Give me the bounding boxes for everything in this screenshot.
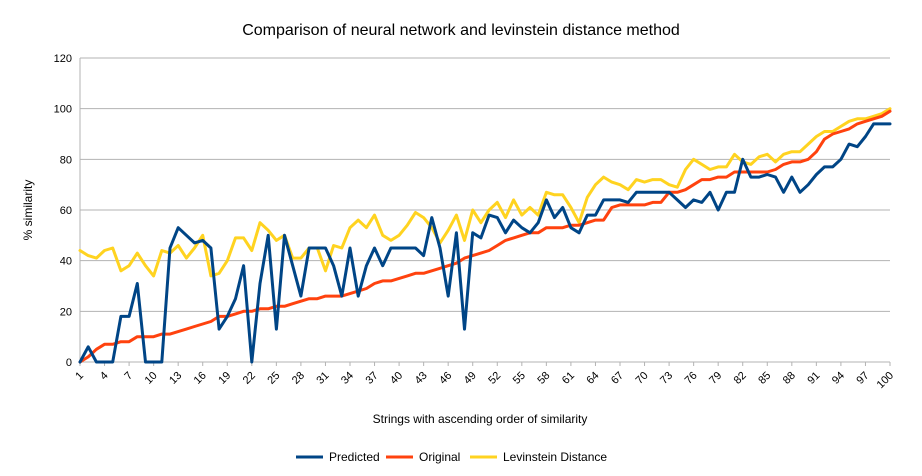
chart-title: Comparison of neural network and levinst… <box>242 22 680 39</box>
x-tick-label: 10 <box>143 370 160 387</box>
y-tick-label: 60 <box>60 205 72 217</box>
x-tick-label: 79 <box>707 370 724 387</box>
x-tick-label: 67 <box>609 370 626 387</box>
x-tick-label: 76 <box>683 370 700 387</box>
x-tick-label: 61 <box>560 370 577 387</box>
x-tick-label: 43 <box>413 370 430 387</box>
x-tick-label: 7 <box>122 370 135 383</box>
x-tick-label: 64 <box>584 370 601 387</box>
x-tick-label: 88 <box>781 370 798 387</box>
legend: Predicted Original Levinstein Distance <box>296 450 607 464</box>
x-tick-label: 13 <box>167 370 184 387</box>
x-tick-label: 1 <box>73 370 86 383</box>
x-tick-label: 52 <box>486 370 503 387</box>
x-tick-label: 25 <box>265 370 282 387</box>
x-tick-label: 22 <box>241 370 258 387</box>
y-tick-label: 40 <box>60 256 72 268</box>
x-tick-label: 37 <box>364 370 381 387</box>
x-tick-label: 4 <box>98 370 111 383</box>
x-tick-label: 40 <box>388 370 405 387</box>
x-tick-label: 55 <box>511 370 528 387</box>
x-tick-label: 34 <box>339 370 356 387</box>
y-tick-label: 100 <box>54 104 72 116</box>
legend-label: Levinstein Distance <box>503 450 607 464</box>
gridlines <box>79 57 890 363</box>
x-tick-label: 49 <box>462 370 479 387</box>
x-axis-ticks: 1 4 7 10 13 16 19 22 25 28 31 34 37 40 43 46 49 52 55 58 61 6… <box>73 362 896 391</box>
x-tick-label: 85 <box>756 370 773 387</box>
y-tick-label: 80 <box>60 154 72 166</box>
x-tick-label: 16 <box>192 370 209 387</box>
x-axis-label: Strings with ascending order of similari… <box>373 412 588 426</box>
x-tick-label: 82 <box>732 370 749 387</box>
y-axis-ticks: 0 20 40 60 80 100 120 <box>54 53 72 369</box>
x-tick-label: 70 <box>634 370 651 387</box>
y-axis-label: % similarity <box>21 180 35 241</box>
x-tick-label: 97 <box>854 370 871 387</box>
x-tick-label: 94 <box>830 370 847 387</box>
series-line-predicted <box>78 122 892 364</box>
x-tick-label: 58 <box>535 370 552 387</box>
series-lines <box>78 107 892 364</box>
y-tick-label: 20 <box>60 306 72 318</box>
x-tick-label: 28 <box>290 370 307 387</box>
legend-label: Original <box>419 450 460 464</box>
legend-label: Predicted <box>329 450 380 464</box>
x-tick-label: 100 <box>875 370 896 391</box>
series-line-original <box>78 109 892 364</box>
y-tick-label: 120 <box>54 53 72 65</box>
x-tick-label: 91 <box>805 370 822 387</box>
x-tick-label: 73 <box>658 370 675 387</box>
x-tick-label: 46 <box>437 370 454 387</box>
x-tick-label: 31 <box>314 370 331 387</box>
y-tick-label: 0 <box>66 357 72 369</box>
x-tick-label: 19 <box>216 370 233 387</box>
